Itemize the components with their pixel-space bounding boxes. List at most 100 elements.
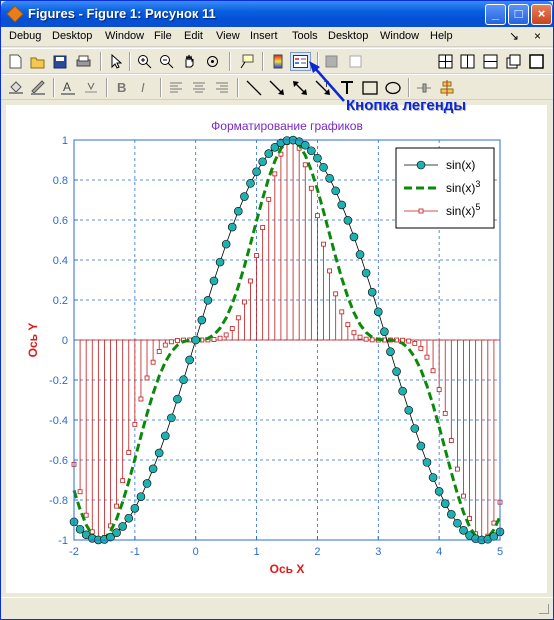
- zoom-out-icon[interactable]: [158, 53, 175, 70]
- toolbar-separator: [317, 52, 319, 71]
- align-right-icon[interactable]: [213, 79, 230, 96]
- stem-marker: [241, 299, 247, 305]
- bold-icon[interactable]: B: [113, 79, 130, 96]
- legend-entry-label: sin(x)5: [446, 202, 480, 218]
- menu-desktop[interactable]: Desktop: [52, 30, 93, 42]
- line-icon[interactable]: [245, 79, 262, 96]
- series-marker: [373, 307, 383, 317]
- legend-entry-label: sin(x): [446, 158, 475, 172]
- series-marker: [203, 295, 213, 305]
- float-icon[interactable]: [505, 53, 522, 70]
- legend-entry-label: sin(x)3: [446, 179, 480, 195]
- menu-help[interactable]: Help: [430, 30, 453, 42]
- callout-arrow-head: [309, 61, 320, 73]
- italic-icon[interactable]: I: [136, 79, 153, 96]
- save-icon[interactable]: [51, 53, 68, 70]
- rotate-icon[interactable]: [204, 53, 221, 70]
- menu-view[interactable]: View: [216, 30, 240, 42]
- menu-edit[interactable]: Edit: [184, 30, 203, 42]
- align-left-icon[interactable]: [167, 79, 184, 96]
- x-axis-label: Ось X: [270, 562, 305, 576]
- legend-icon[interactable]: [290, 52, 311, 71]
- text-color-icon[interactable]: A: [59, 79, 76, 96]
- series-marker: [215, 257, 225, 267]
- callout-arrow-line: [313, 66, 345, 102]
- stem-marker: [436, 387, 442, 393]
- series-marker: [404, 405, 414, 415]
- zoom-in-icon[interactable]: [136, 53, 153, 70]
- ellipse-icon[interactable]: [384, 79, 401, 96]
- stop-icon[interactable]: [323, 53, 340, 70]
- stem-marker: [272, 171, 278, 177]
- menu-debug[interactable]: Debug: [9, 30, 42, 42]
- x-tick-label: 4: [436, 546, 442, 558]
- series-marker: [209, 276, 219, 286]
- open-file-icon[interactable]: [29, 53, 46, 70]
- resize-grip-icon[interactable]: [539, 604, 549, 614]
- pin-icon[interactable]: [415, 79, 432, 96]
- maximize-pane-icon[interactable]: [528, 53, 545, 70]
- legend[interactable]: sin(x) sin(x)3 sin(x)5: [395, 147, 495, 229]
- align-distribute-icon[interactable]: [438, 79, 455, 96]
- menu-desktop-2[interactable]: Desktop: [328, 30, 369, 42]
- series-marker: [252, 167, 261, 177]
- series-marker: [167, 413, 176, 423]
- legend-box: [395, 147, 495, 229]
- tile-columns-icon[interactable]: [459, 53, 476, 70]
- text-icon[interactable]: [338, 79, 355, 96]
- series-marker: [459, 526, 468, 535]
- x-tick-label: 5: [497, 546, 503, 558]
- maximize-button[interactable]: □: [508, 4, 529, 25]
- matlab-logo-icon: [6, 5, 24, 23]
- stem-marker: [248, 278, 253, 284]
- menu-window-2[interactable]: Window: [380, 30, 420, 42]
- data-cursor-icon[interactable]: [238, 53, 255, 70]
- stem-marker: [211, 337, 217, 342]
- stem-marker: [412, 340, 418, 346]
- stem-marker: [363, 336, 369, 342]
- legend-entry-superscript: 3: [475, 179, 480, 189]
- rectangle-icon[interactable]: [361, 79, 378, 96]
- series-marker: [118, 522, 127, 531]
- undock-icon[interactable]: ↘: [509, 29, 520, 43]
- print-icon[interactable]: [75, 53, 92, 70]
- stem-marker: [302, 162, 308, 168]
- minimize-button[interactable]: _: [485, 4, 506, 25]
- stem-marker: [217, 335, 223, 341]
- plot-edit-toolbar: A B I T: [1, 74, 553, 100]
- font-size-icon[interactable]: [82, 79, 99, 96]
- pan-icon[interactable]: [181, 53, 198, 70]
- colorbar-icon[interactable]: [269, 53, 286, 70]
- y-tick-label: -0.8: [49, 495, 68, 507]
- menu-insert[interactable]: Insert: [250, 30, 278, 42]
- tile-rows-icon[interactable]: [482, 53, 499, 70]
- series-marker: [160, 431, 170, 441]
- menu-close-icon[interactable]: ×: [534, 29, 542, 43]
- line-color-icon[interactable]: [29, 79, 46, 96]
- new-file-icon[interactable]: [7, 53, 24, 70]
- align-center-icon[interactable]: [190, 79, 207, 96]
- arrow-icon[interactable]: [268, 79, 285, 96]
- series-marker: [319, 163, 328, 172]
- y-tick-label: 0.8: [53, 175, 68, 187]
- menu-file[interactable]: File: [154, 30, 172, 42]
- pointer-icon[interactable]: [107, 53, 124, 70]
- close-button[interactable]: ×: [531, 4, 552, 25]
- stem-marker: [278, 151, 284, 157]
- stem-marker: [406, 338, 412, 344]
- series-marker: [179, 375, 188, 385]
- series-marker: [355, 250, 365, 259]
- figure-canvas: -2 -1 0 1 2 3 4 5 -1 -0.8 -0.6 -0.4 -0.2 0 0.2 0.4 0.6 0.…: [6, 61, 547, 593]
- double-arrow-icon[interactable]: [291, 79, 308, 96]
- fill-color-icon[interactable]: [7, 79, 24, 96]
- series-marker: [428, 473, 438, 482]
- menu-tools[interactable]: Tools: [292, 30, 318, 42]
- text-arrow-icon[interactable]: T: [314, 79, 331, 96]
- tile-grid-icon[interactable]: [437, 53, 454, 70]
- stem-marker: [175, 338, 180, 343]
- stem-marker: [442, 410, 448, 416]
- tile-icon[interactable]: [347, 53, 364, 70]
- menu-window[interactable]: Window: [105, 30, 145, 42]
- series-marker: [398, 386, 407, 396]
